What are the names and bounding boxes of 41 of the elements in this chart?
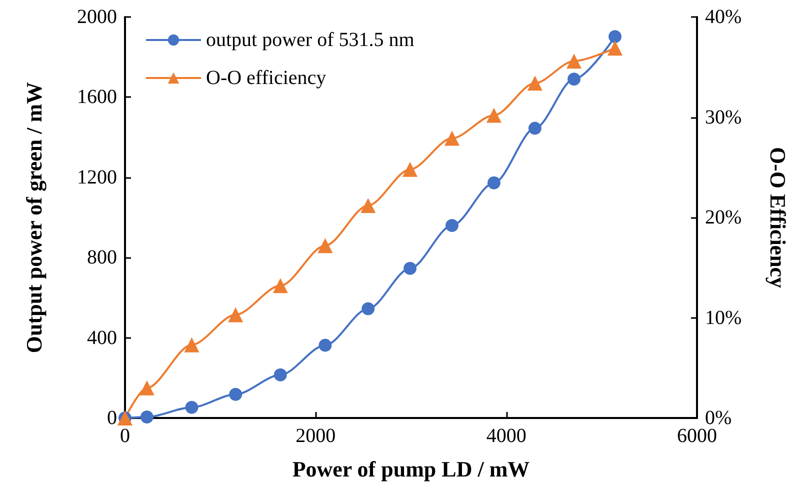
y-tick-label: 0 (107, 407, 117, 429)
point (486, 108, 502, 123)
point (404, 262, 417, 275)
point (318, 238, 333, 254)
point (362, 302, 375, 316)
point (566, 54, 582, 69)
legend-label: O-O efficiency (206, 67, 326, 89)
y-axis-title: Output power of green / mW (22, 82, 46, 354)
point (402, 162, 418, 177)
y2-tick-label: 20% (705, 206, 742, 228)
point (318, 338, 332, 352)
x-tick-label: 2000 (296, 425, 336, 447)
legend-label: output power of 531.5 nm (206, 29, 415, 51)
y2-tick-label: 30% (705, 106, 742, 128)
point (274, 368, 287, 382)
y2-tick-label: 40% (705, 6, 742, 28)
point (444, 130, 460, 146)
point (608, 40, 623, 56)
x-axis-title: Power of pump LD / mW (292, 456, 530, 482)
y-tick-label: 1200 (77, 166, 117, 188)
y-tick-label: 400 (87, 326, 117, 349)
point (185, 400, 198, 414)
y-tick-label: 2000 (77, 6, 117, 28)
point (184, 337, 200, 352)
point (272, 278, 288, 294)
point (608, 30, 622, 44)
point (140, 410, 154, 424)
point (487, 176, 500, 190)
point (527, 76, 542, 91)
y2-tick-label: 10% (705, 306, 742, 329)
point (228, 307, 244, 322)
point (229, 388, 242, 401)
point (139, 380, 154, 396)
y2-axis-title: O-O Efficiency (766, 146, 790, 288)
point (446, 219, 458, 232)
x-tick-label: 4000 (486, 425, 526, 447)
y-tick-label: 1600 (77, 86, 117, 108)
point (528, 122, 542, 135)
point (568, 72, 581, 86)
y-tick-label: 800 (87, 246, 117, 269)
point (360, 198, 376, 213)
